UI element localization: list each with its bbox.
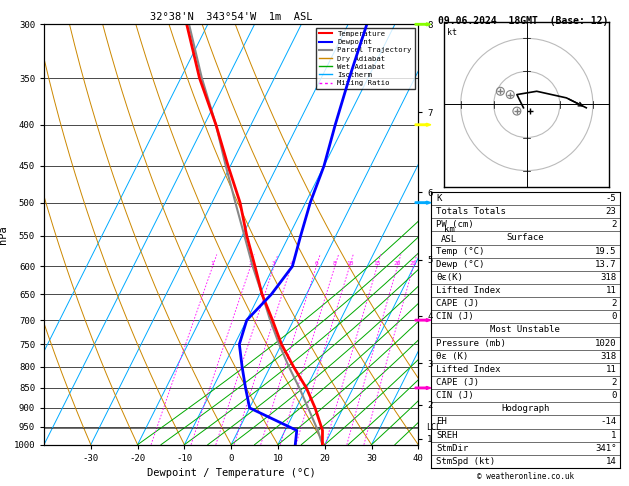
Text: CIN (J): CIN (J) xyxy=(436,312,474,321)
Text: CAPE (J): CAPE (J) xyxy=(436,299,479,308)
Text: Pressure (mb): Pressure (mb) xyxy=(436,339,506,347)
Text: CAPE (J): CAPE (J) xyxy=(436,378,479,387)
Text: 6: 6 xyxy=(314,261,318,266)
Text: 09.06.2024  18GMT  (Base: 12): 09.06.2024 18GMT (Base: 12) xyxy=(438,16,609,26)
Text: 2: 2 xyxy=(248,261,252,266)
Text: 3: 3 xyxy=(272,261,276,266)
Text: 11: 11 xyxy=(606,286,616,295)
Text: 23: 23 xyxy=(606,207,616,216)
Text: 2: 2 xyxy=(611,378,616,387)
Text: 13.7: 13.7 xyxy=(595,260,616,269)
Y-axis label: hPa: hPa xyxy=(0,225,8,244)
Text: Totals Totals: Totals Totals xyxy=(436,207,506,216)
Text: Surface: Surface xyxy=(506,233,544,243)
Text: 25: 25 xyxy=(409,261,417,266)
Title: 32°38'N  343°54'W  1m  ASL: 32°38'N 343°54'W 1m ASL xyxy=(150,12,313,22)
Text: 20: 20 xyxy=(394,261,401,266)
Text: Lifted Index: Lifted Index xyxy=(436,365,501,374)
Text: 318: 318 xyxy=(600,273,616,282)
Text: SREH: SREH xyxy=(436,431,457,440)
Text: Dewp (°C): Dewp (°C) xyxy=(436,260,484,269)
Text: -5: -5 xyxy=(606,194,616,203)
Text: 0: 0 xyxy=(611,312,616,321)
Text: 318: 318 xyxy=(600,352,616,361)
Text: 1020: 1020 xyxy=(595,339,616,347)
Text: 19.5: 19.5 xyxy=(595,246,616,256)
Text: 11: 11 xyxy=(606,365,616,374)
Text: 341°: 341° xyxy=(595,444,616,453)
Text: 1: 1 xyxy=(211,261,214,266)
Text: θε(K): θε(K) xyxy=(436,273,463,282)
Text: StmSpd (kt): StmSpd (kt) xyxy=(436,457,495,466)
Text: Temp (°C): Temp (°C) xyxy=(436,246,484,256)
X-axis label: Dewpoint / Temperature (°C): Dewpoint / Temperature (°C) xyxy=(147,469,316,478)
Text: 4: 4 xyxy=(289,261,293,266)
Text: θε (K): θε (K) xyxy=(436,352,468,361)
Text: 0: 0 xyxy=(611,391,616,400)
Text: 2: 2 xyxy=(611,220,616,229)
Text: PW (cm): PW (cm) xyxy=(436,220,474,229)
Text: Lifted Index: Lifted Index xyxy=(436,286,501,295)
Text: StmDir: StmDir xyxy=(436,444,468,453)
Text: 15: 15 xyxy=(374,261,381,266)
Text: K: K xyxy=(436,194,442,203)
Text: 1: 1 xyxy=(611,431,616,440)
Text: Most Unstable: Most Unstable xyxy=(490,326,560,334)
Text: © weatheronline.co.uk: © weatheronline.co.uk xyxy=(477,472,574,481)
Text: CIN (J): CIN (J) xyxy=(436,391,474,400)
Text: 8: 8 xyxy=(333,261,337,266)
Text: -14: -14 xyxy=(600,417,616,427)
Legend: Temperature, Dewpoint, Parcel Trajectory, Dry Adiabat, Wet Adiabat, Isotherm, Mi: Temperature, Dewpoint, Parcel Trajectory… xyxy=(316,28,415,89)
Text: 10: 10 xyxy=(346,261,353,266)
Y-axis label: km
ASL: km ASL xyxy=(442,225,457,244)
Text: kt: kt xyxy=(447,29,457,37)
Text: 14: 14 xyxy=(606,457,616,466)
Text: LCL: LCL xyxy=(426,423,441,432)
Text: Hodograph: Hodograph xyxy=(501,404,549,414)
Text: 2: 2 xyxy=(611,299,616,308)
Text: EH: EH xyxy=(436,417,447,427)
